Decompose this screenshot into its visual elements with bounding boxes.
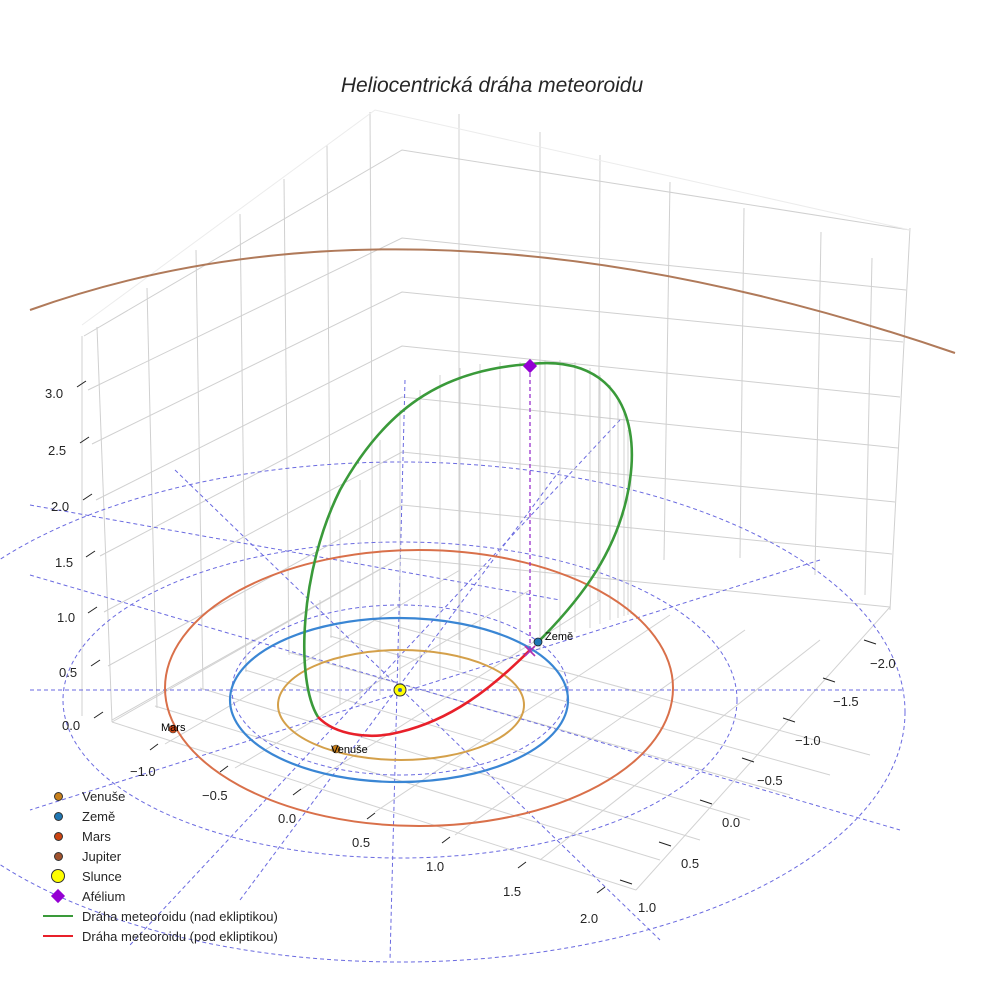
jupiter-dot-icon: [53, 851, 63, 861]
meteoroid-path-above: [303, 361, 634, 718]
aphelion-diamond-icon: [50, 888, 66, 904]
y-tick-3: −0.5: [757, 773, 783, 788]
x-tick-3: 0.5: [352, 835, 370, 850]
legend-item-jupiter: Jupiter: [38, 846, 278, 866]
legend-item-mars: Mars: [38, 826, 278, 846]
jupiter-orbit: [29, 248, 956, 354]
z-tick-5: 2.5: [48, 443, 66, 458]
grid-back-panes: [81, 111, 911, 723]
x-tick-2: 0.0: [278, 811, 296, 826]
legend-item-aphelion: Afélium: [38, 886, 278, 906]
legend-item-sun: Slunce: [38, 866, 278, 886]
chart-title: Heliocentrická dráha meteoroidu: [340, 74, 644, 97]
aphelion-marker: [522, 358, 538, 374]
x-tick-5: 1.5: [503, 884, 521, 899]
x-tick-1: −0.5: [202, 788, 228, 803]
y-tick-1: −1.5: [833, 694, 859, 709]
green-line-icon: [43, 915, 73, 917]
legend-item-path-above: Dráha meteoroidu (nad ekliptikou): [38, 906, 278, 926]
earth-orbit: [228, 616, 570, 784]
z-tick-1: 0.5: [59, 665, 77, 680]
x-axis: [149, 743, 606, 894]
z-tick-3: 1.5: [55, 555, 73, 570]
drop-lines: [319, 360, 632, 710]
venus-label: Venuše: [331, 744, 368, 756]
z-tick-6: 3.0: [45, 386, 63, 401]
red-line-icon: [43, 935, 73, 937]
sun-dot-icon: [51, 869, 65, 883]
aphelion-projection-x: [524, 645, 536, 657]
venus-dot-icon: [53, 791, 63, 801]
z-tick-2: 1.0: [57, 610, 75, 625]
legend: Venuše Země Mars Jupiter Slunce Afélium …: [38, 786, 278, 946]
y-tick-4: 0.0: [722, 815, 740, 830]
y-tick-5: 0.5: [681, 856, 699, 871]
legend-item-earth: Země: [38, 806, 278, 826]
legend-item-path-below: Dráha meteoroidu (pod ekliptikou): [38, 926, 278, 946]
earth-dot-icon: [53, 811, 63, 821]
z-tick-4: 2.0: [51, 499, 69, 514]
mars-marker: [168, 724, 178, 734]
earth-marker: [533, 637, 543, 647]
earth-label: Země: [545, 631, 573, 643]
venus-marker: [331, 744, 341, 754]
y-tick-0: −2.0: [870, 656, 896, 671]
mars-orbit: [164, 549, 674, 827]
z-axis: [76, 380, 104, 719]
mars-label: Mars: [161, 722, 186, 734]
legend-item-venus: Venuše: [38, 786, 278, 806]
meteoroid-path-below: [317, 649, 531, 737]
grid-floor: [111, 557, 891, 891]
y-axis: [619, 639, 877, 885]
y-tick-2: −1.0: [795, 733, 821, 748]
x-tick-0: −1.0: [130, 764, 156, 779]
z-tick-0: 0.0: [62, 718, 80, 733]
x-tick-4: 1.0: [426, 859, 444, 874]
x-tick-6: 2.0: [580, 911, 598, 926]
y-tick-6: 1.0: [638, 900, 656, 915]
venus-orbit: [277, 649, 525, 761]
mars-dot-icon: [53, 831, 63, 841]
